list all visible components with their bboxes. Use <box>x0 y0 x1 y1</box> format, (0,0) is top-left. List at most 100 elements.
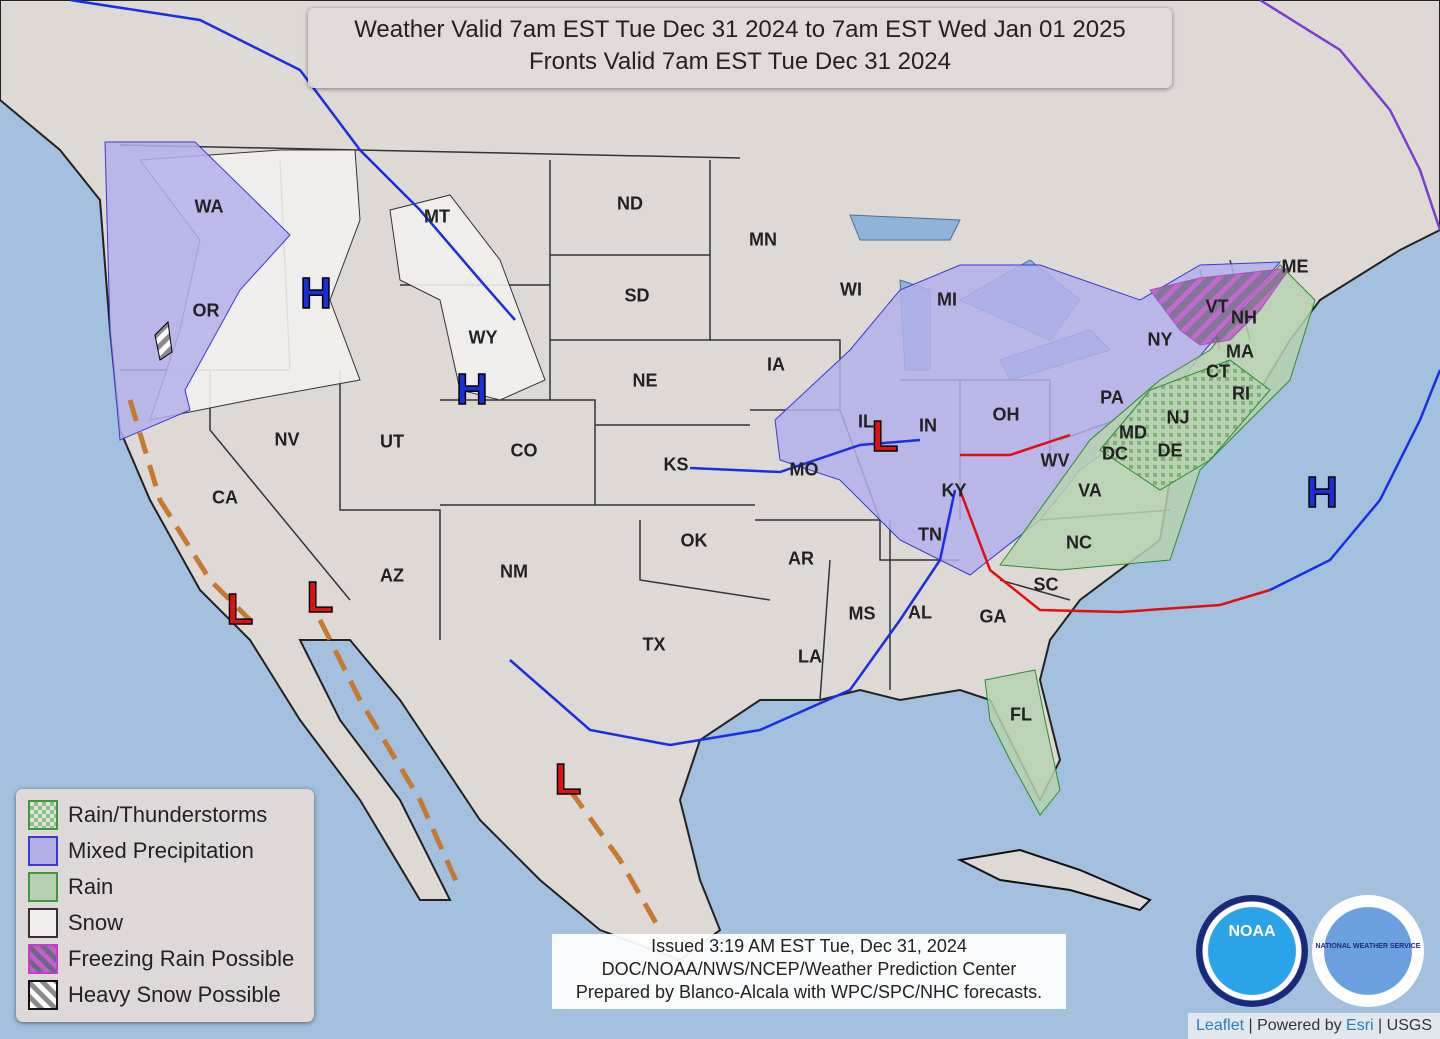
freezing-rain-swatch <box>28 944 58 974</box>
cold-front-south <box>509 489 957 747</box>
heavy-snow-oregon <box>154 320 173 361</box>
mixed-area-northwest <box>104 141 291 441</box>
state-label-pa: PA <box>1100 387 1124 408</box>
legend-label: Snow <box>68 910 124 935</box>
leaflet-link[interactable]: Leaflet <box>1196 1017 1245 1034</box>
cold-front-central <box>689 438 921 474</box>
high-pressure-center: H <box>455 364 488 415</box>
legend-item-mixed-precipitation: Mixed Precipitation <box>28 833 314 869</box>
rain-thunderstorms-area <box>1099 359 1271 491</box>
snow-swatch <box>28 908 58 938</box>
state-label-ky: KY <box>941 480 967 501</box>
trough-pacific <box>127 399 463 892</box>
rain-area-florida <box>984 669 1061 816</box>
state-label-nm: NM <box>500 561 528 582</box>
map-title: Weather Valid 7am EST Tue Dec 31 2024 to… <box>308 8 1172 88</box>
low-pressure-center: L <box>306 572 334 623</box>
weather-valid-text: Weather Valid 7am EST Tue Dec 31 2024 to… <box>354 16 1126 43</box>
issued-info-box: Issued 3:19 AM EST Tue, Dec 31, 2024 DOC… <box>552 934 1066 1009</box>
state-label-oh: OH <box>992 404 1020 425</box>
nws-logo[interactable]: NATIONAL WEATHER SERVICE <box>1312 895 1424 1007</box>
high-pressure-center: H <box>299 268 332 319</box>
state-label-ms: MS <box>848 603 876 624</box>
low-pressure-center: L <box>554 754 582 805</box>
state-label-in: IN <box>919 415 937 436</box>
state-label-wa: WA <box>194 196 224 217</box>
state-label-md: MD <box>1119 422 1147 443</box>
occluded-front-northeast <box>1259 0 1440 231</box>
state-label-wv: WV <box>1040 450 1070 471</box>
cold-front-northwest <box>69 0 516 321</box>
heavy-snow-swatch <box>28 980 58 1010</box>
state-label-al: AL <box>908 602 932 623</box>
rain-swatch <box>28 872 58 902</box>
state-label-nd: ND <box>617 193 643 214</box>
trough-mexico <box>567 788 663 932</box>
land-cuba <box>956 848 1152 912</box>
state-label-ks: KS <box>663 454 689 475</box>
state-label-nc: NC <box>1066 532 1092 553</box>
snow-area-wy <box>389 194 546 401</box>
freezing-rain-area <box>1149 267 1292 346</box>
issued-time: Issued 3:19 AM EST Tue, Dec 31, 2024 <box>651 936 967 956</box>
state-label-vt: VT <box>1205 296 1229 317</box>
map-attribution: Leaflet | Powered by Esri | USGS <box>1188 1013 1440 1039</box>
state-label-la: LA <box>798 646 822 667</box>
high-pressure-center: H <box>1305 467 1338 518</box>
state-label-va: VA <box>1078 480 1102 501</box>
state-label-or: OR <box>192 300 220 321</box>
state-label-mt: MT <box>424 206 450 227</box>
legend-item-rain: Rain <box>28 869 314 905</box>
legend-label: Heavy Snow Possible <box>68 982 281 1007</box>
low-pressure-center: L <box>226 584 254 635</box>
state-label-dc: DC <box>1102 443 1128 464</box>
legend-label: Mixed Precipitation <box>68 838 254 863</box>
legend-item-freezing-rain: Freezing Rain Possible <box>28 941 314 977</box>
legend-label: Rain <box>68 874 114 899</box>
warm-front-ohio <box>960 433 1071 457</box>
attribution-text: | Powered by <box>1244 1017 1347 1034</box>
state-label-wi: WI <box>840 279 862 300</box>
fronts-valid-text: Fronts Valid 7am EST Tue Dec 31 2024 <box>528 48 951 75</box>
legend-item-heavy-snow: Heavy Snow Possible <box>28 977 314 1013</box>
legend-label: Freezing Rain Possible <box>68 946 295 971</box>
legend-item-snow: Snow <box>28 905 314 941</box>
noaa-logo-text: NOAA <box>1228 923 1276 940</box>
state-label-ma: MA <box>1226 341 1254 362</box>
state-label-me: ME <box>1281 256 1309 277</box>
state-label-ri: RI <box>1232 383 1250 404</box>
state-label-co: CO <box>510 440 538 461</box>
noaa-logo[interactable]: NOAA <box>1196 895 1308 1007</box>
state-label-mo: MO <box>789 459 819 480</box>
legend: Rain/Thunderstorms Mixed Precipitation R… <box>16 789 314 1022</box>
state-label-ca: CA <box>212 487 238 508</box>
state-label-ne: NE <box>632 370 658 391</box>
cold-front-atlantic <box>1269 369 1440 592</box>
state-label-nh: NH <box>1231 307 1257 328</box>
state-label-de: DE <box>1157 440 1183 461</box>
attribution-usgs: | USGS <box>1373 1017 1432 1034</box>
state-label-ct: CT <box>1206 361 1230 382</box>
state-label-mi: MI <box>937 289 957 310</box>
fronts <box>69 0 1440 932</box>
state-label-ny: NY <box>1147 329 1173 350</box>
state-label-wy: WY <box>468 327 498 348</box>
esri-link[interactable]: Esri <box>1346 1017 1374 1034</box>
state-label-az: AZ <box>380 565 404 586</box>
state-label-nj: NJ <box>1166 407 1190 428</box>
state-label-ia: IA <box>767 354 785 375</box>
legend-label: Rain/Thunderstorms <box>68 802 268 827</box>
state-label-ut: UT <box>380 431 404 452</box>
warm-front-southeast <box>958 489 1271 614</box>
prepared-by: Prepared by Blanco-Alcala with WPC/SPC/N… <box>575 982 1043 1002</box>
mixed-area-east <box>774 261 1282 576</box>
state-label-mn: MN <box>749 229 777 250</box>
state-label-ga: GA <box>979 606 1007 627</box>
state-label-tn: TN <box>918 524 942 545</box>
rain-thunderstorms-swatch <box>28 800 58 830</box>
state-label-sc: SC <box>1033 574 1059 595</box>
state-label-nv: NV <box>274 429 300 450</box>
issuing-agency: DOC/NOAA/NWS/NCEP/Weather Prediction Cen… <box>601 959 1017 979</box>
state-label-ar: AR <box>788 548 814 569</box>
